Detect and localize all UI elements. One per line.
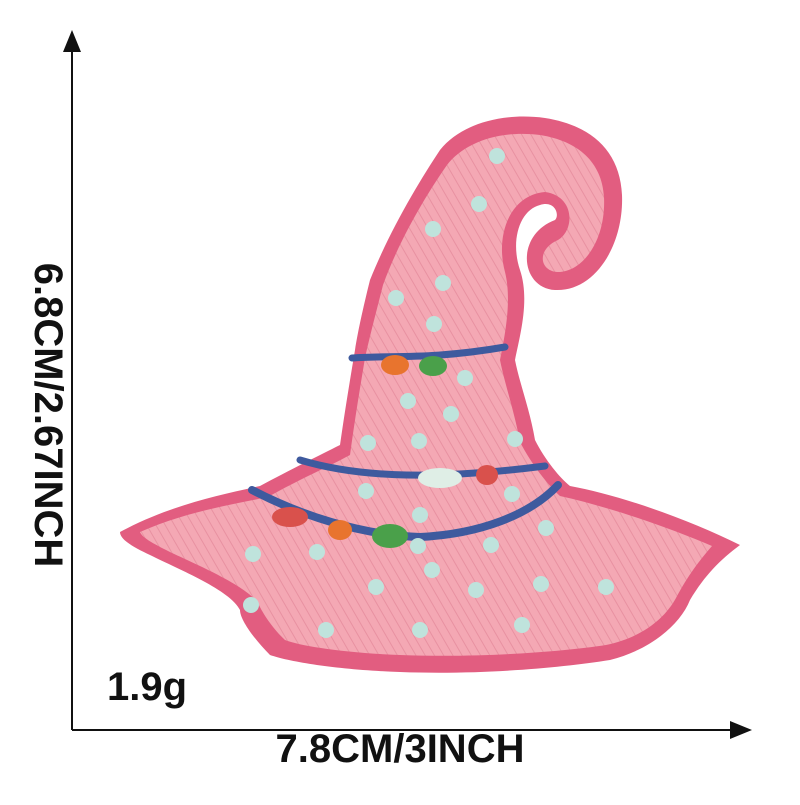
y-axis-arrow-icon: [63, 30, 81, 52]
hat-band-top: [348, 343, 509, 376]
bead-orange-bottom: [328, 520, 352, 540]
bead-white: [418, 468, 462, 488]
width-dimension-label: 7.8CM/3INCH: [275, 727, 525, 771]
polka-dots: [243, 148, 614, 638]
bead-red: [476, 465, 498, 485]
bead-orange: [381, 355, 409, 375]
axes: [63, 30, 752, 739]
height-dimension-label: 6.8CM/2.67INCH: [26, 262, 70, 568]
hat-fabric: [140, 133, 712, 656]
witch-hat-patch-image: [120, 116, 740, 673]
bead-green-bottom: [372, 524, 408, 548]
bead-red-bottom: [272, 507, 308, 527]
hat-band-middle: [296, 456, 549, 488]
x-axis-arrow-icon: [730, 721, 752, 739]
weight-label: 1.9g: [107, 665, 188, 709]
bead-green: [419, 356, 447, 376]
hat-band-bottom: [248, 481, 562, 548]
